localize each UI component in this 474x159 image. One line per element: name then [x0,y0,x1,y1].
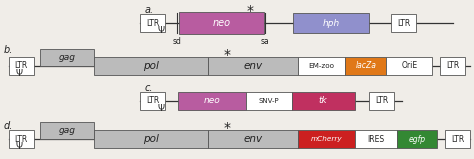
Text: neo: neo [203,97,220,105]
Bar [179,12,264,34]
Text: IRES: IRES [367,135,384,144]
Bar [94,57,208,75]
Text: LTR: LTR [146,97,159,105]
Text: LTR: LTR [15,62,28,70]
Bar [293,13,369,33]
Bar [345,57,386,75]
Text: pol: pol [143,134,159,144]
Text: a.: a. [145,5,154,15]
Text: gag: gag [59,53,75,62]
Text: Ψ: Ψ [15,142,22,151]
Text: LTR: LTR [451,135,464,144]
Bar [298,130,355,148]
Bar [292,92,355,110]
Text: Ψ: Ψ [15,69,22,78]
Text: mCherry: mCherry [310,136,342,142]
Text: neo: neo [213,18,231,28]
Text: Ψ: Ψ [157,104,164,113]
Bar [298,57,345,75]
Text: *: * [223,121,230,135]
Text: d.: d. [4,121,13,131]
Text: *: * [247,4,254,18]
Text: env: env [243,61,262,71]
Text: hph: hph [322,19,339,28]
Text: Ψ: Ψ [157,26,164,35]
Text: *: * [223,48,230,62]
Text: LTR: LTR [397,19,410,28]
Text: LTR: LTR [446,62,459,70]
Bar [208,57,298,75]
Text: SNV-P: SNV-P [258,98,279,104]
Bar [94,130,208,148]
Bar [391,14,416,32]
Text: OriE: OriE [401,62,418,70]
Bar [445,130,470,148]
Text: c.: c. [145,83,153,93]
Text: LTR: LTR [15,135,28,144]
Bar [386,57,432,75]
Bar [9,57,34,75]
Bar [40,49,94,66]
Text: EM-zoo: EM-zoo [309,63,334,69]
Text: tk: tk [319,97,328,105]
Bar [355,130,397,148]
Bar [178,92,246,110]
Text: gag: gag [59,126,75,135]
Text: egfp: egfp [409,135,426,144]
Text: sa: sa [261,37,270,46]
Bar [40,122,94,139]
Bar [140,92,165,110]
Bar [9,130,34,148]
Bar [246,92,292,110]
Bar [140,14,165,32]
Text: b.: b. [4,45,13,55]
Text: LTR: LTR [146,19,159,28]
Bar [440,57,465,75]
Text: pol: pol [143,61,159,71]
Text: env: env [243,134,262,144]
Text: LTR: LTR [375,97,388,105]
Bar [208,130,298,148]
Text: lacZa: lacZa [355,62,376,70]
Bar [397,130,437,148]
Bar [369,92,394,110]
Text: sd: sd [173,37,182,46]
